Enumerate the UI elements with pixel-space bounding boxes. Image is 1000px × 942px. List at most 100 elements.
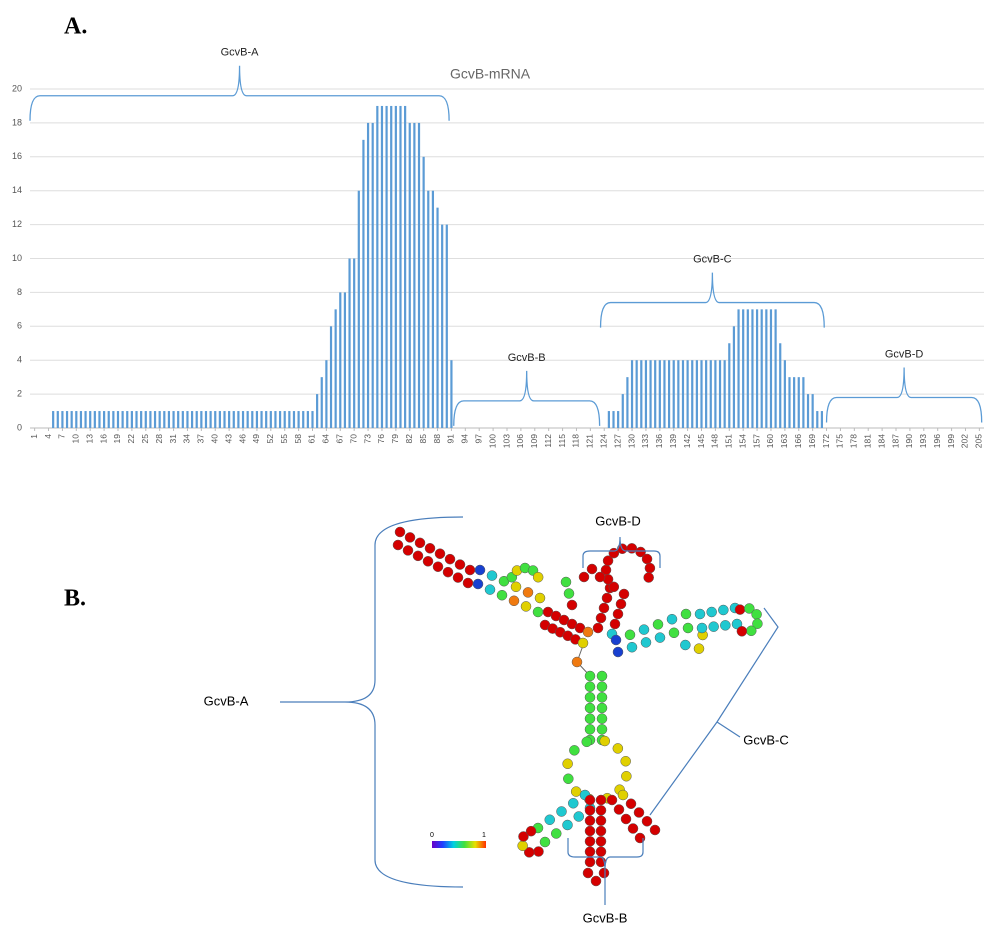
bracket [825,367,983,423]
bar [686,360,689,428]
nucleotide [620,813,632,825]
x-tick-label: 169 [807,434,817,448]
x-tick-label: 64 [321,434,331,444]
nucleotide [751,609,762,620]
bar [70,411,73,428]
nucleotide [624,629,636,641]
nucleotide [601,592,613,604]
nucleotide [610,634,622,646]
bar [107,411,110,428]
nucleotide [584,702,596,714]
nucleotide [621,770,632,782]
bar [329,326,333,428]
nucleotide [518,831,529,842]
brace [649,607,779,816]
x-tick-label: 205 [974,434,984,448]
bar [209,411,212,428]
nucleotide [626,641,638,653]
nucleotide [644,562,656,574]
y-tick-label: 4 [17,355,22,365]
x-tick-label: 16 [98,434,108,444]
x-tick-label: 187 [890,434,900,448]
nucleotide [718,604,729,616]
nucleotide [641,553,653,565]
bar [140,411,143,428]
nucleotide [752,618,763,629]
bar [695,360,698,428]
bar [441,224,444,428]
x-tick-label: 76 [376,434,386,444]
nucleotide [652,619,664,630]
bar [306,411,309,428]
bar [644,360,648,428]
bar [607,411,610,428]
nucleotide [562,758,573,770]
scale-label: 1 [482,832,486,839]
bar [357,190,360,428]
bracket [599,272,825,328]
nucleotide [584,724,596,735]
nucleotide [627,823,639,834]
x-tick-label: 193 [918,434,928,448]
chart-title: GcvB-mRNA [450,66,531,82]
bar [621,394,624,428]
bar [774,309,777,428]
bar [630,360,634,428]
bar [755,309,759,428]
x-tick-label: 28 [154,434,164,444]
nucleotide [649,824,661,836]
nucleotide [635,546,646,558]
bar [121,411,124,428]
bar [742,309,745,428]
x-tick-label: 142 [682,434,692,448]
nucleotide [584,794,596,806]
nucleotide [486,570,498,581]
bar [89,411,92,428]
y-tick-label: 6 [17,321,22,331]
bar [445,224,448,428]
bar [390,105,393,428]
bar [218,411,221,428]
x-tick-label: 112 [543,434,553,448]
bar [811,394,814,428]
nucleotide [694,608,706,620]
bar [380,105,384,428]
region-label: GcvB-D [595,513,641,528]
bar [56,411,59,428]
bar [427,190,430,428]
x-tick-label: 115 [557,434,567,448]
x-tick-label: 25 [140,434,150,444]
x-tick-label: 1 [29,434,39,439]
bar [705,360,708,428]
bar [820,411,824,428]
bar [765,309,768,428]
x-tick-label: 145 [696,434,706,448]
bar [376,105,379,428]
bar [320,377,323,428]
nucleotide [608,581,620,593]
x-tick-label: 100 [487,434,497,448]
bar [681,360,685,428]
x-tick-label: 67 [335,434,345,444]
bar [404,105,407,428]
bracket-label: GcvB-B [508,352,546,364]
bar [385,105,388,428]
bar [102,411,106,428]
x-tick-label: 178 [849,434,859,448]
bar [79,411,83,428]
nucleotide [584,836,596,847]
y-tick-label: 0 [17,422,22,432]
y-tick-label: 10 [12,253,22,263]
brace [582,536,661,568]
bar [366,122,370,429]
nucleotide [731,618,743,630]
bar [269,411,272,428]
bar [65,411,69,428]
bar [760,309,763,428]
x-tick-label: 22 [126,434,136,444]
bar [737,309,740,428]
nucleotide [562,819,573,831]
nucleotide [595,815,607,826]
bar [626,377,629,428]
nucleotide [578,571,590,583]
